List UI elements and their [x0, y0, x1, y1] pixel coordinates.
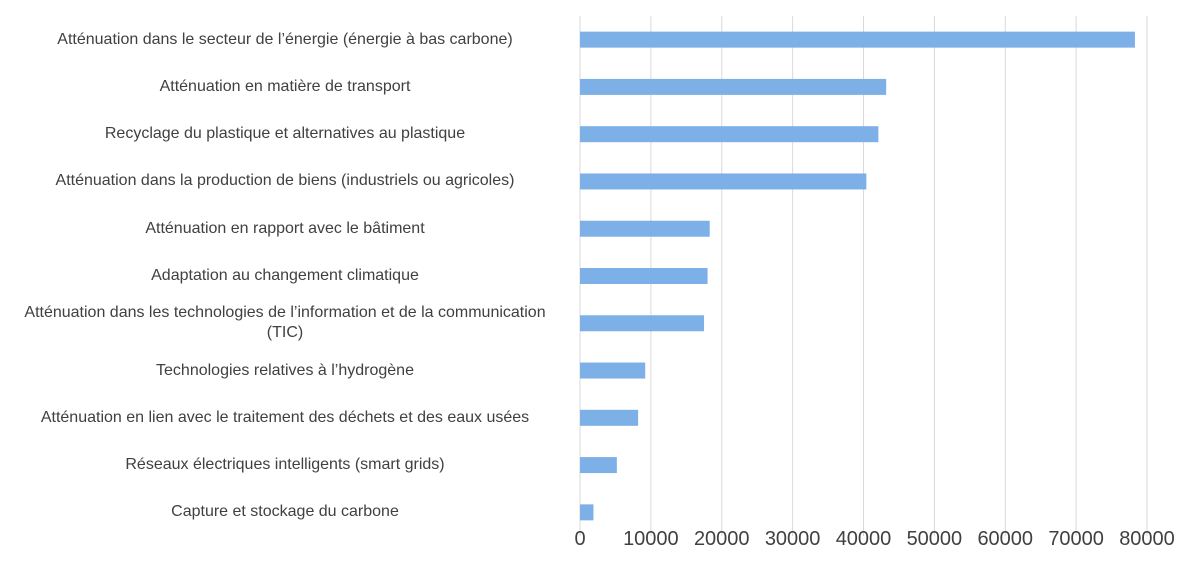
bar: [580, 173, 867, 190]
x-tick-label: 40000: [835, 528, 892, 550]
category-label: Atténuation en rapport avec le bâtiment: [145, 219, 425, 237]
bar: [580, 457, 617, 474]
x-tick-label: 80000: [1119, 528, 1175, 550]
bar: [580, 31, 1135, 48]
category-label: Réseaux électriques intelligents (smart …: [125, 456, 445, 474]
category-label: Capture et stockage du carbone: [171, 503, 399, 521]
x-tick-label: 30000: [764, 528, 821, 550]
category-label: Atténuation en matière de transport: [159, 77, 411, 95]
x-tick-label: 20000: [693, 528, 750, 550]
category-label: Atténuation dans la production de biens …: [55, 172, 515, 190]
bar: [580, 126, 879, 143]
x-tick-label: 0: [574, 528, 586, 550]
category-label: Atténuation dans les technologies de l’i…: [24, 304, 546, 342]
category-label: Technologies relatives à l’hydrogène: [156, 361, 414, 379]
bar: [580, 220, 710, 237]
bar: [580, 315, 705, 332]
bar: [580, 409, 639, 426]
x-tick-label: 10000: [623, 528, 679, 550]
category-label: Adaptation au changement climatique: [151, 267, 419, 284]
category-label: Atténuation dans le secteur de l’énergie…: [57, 30, 513, 48]
bar: [580, 362, 646, 379]
x-tick-label: 50000: [906, 528, 963, 550]
category-label: Atténuation en lien avec le traitement d…: [40, 408, 530, 426]
bar: [580, 268, 708, 284]
category-label: Recyclage du plastique et alternatives a…: [104, 125, 466, 143]
x-tick-label: 70000: [1048, 528, 1104, 550]
bar: [580, 504, 594, 521]
x-tick-label: 60000: [977, 528, 1034, 550]
bar: [580, 78, 887, 95]
